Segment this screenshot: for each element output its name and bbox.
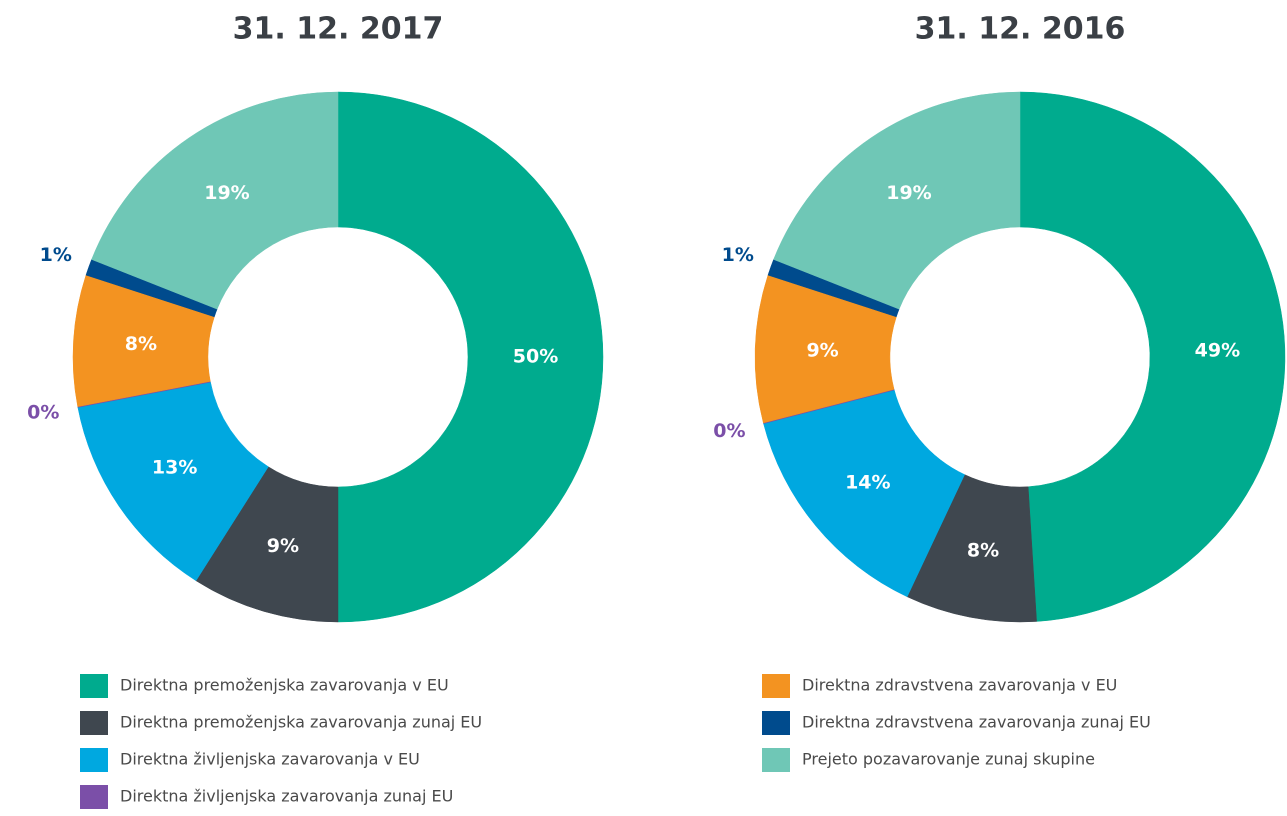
chart-title: 31. 12. 2016 [915,12,1126,47]
value-label: 19% [886,182,931,204]
donut-segment [91,91,339,310]
legend-label: Direktna zdravstvena zavarovanja zunaj E… [802,713,1151,732]
legend-swatch [762,674,790,698]
value-label: 8% [125,333,157,355]
legend-label: Direktna življenjska zavarovanja v EU [120,750,420,769]
value-label: 9% [267,535,299,557]
donut-segment [763,389,965,598]
value-label: 8% [967,540,999,562]
donut-segment [1019,91,1286,622]
value-label: 0% [27,402,59,424]
legend-swatch [80,674,108,698]
value-label: 19% [204,182,249,204]
legend-swatch [80,748,108,772]
chart-title: 31. 12. 2017 [233,12,444,47]
legend-swatch [80,711,108,735]
value-label: 1% [40,244,72,266]
legend-swatch [762,711,790,735]
value-label: 13% [152,457,197,479]
donut-segment [337,91,604,623]
value-label: 1% [722,244,754,266]
value-label: 9% [806,339,838,361]
legend-label: Direktna premoženjska zavarovanja zunaj … [120,713,482,732]
legend-swatch [80,785,108,809]
legend-label: Direktna premoženjska zavarovanja v EU [120,676,449,695]
donut-segment [773,91,1021,310]
value-label: 50% [513,346,558,368]
legend-swatch [762,748,790,772]
value-label: 0% [713,420,745,442]
legend-label: Prejeto pozavarovanje zunaj skupine [802,750,1095,769]
value-label: 14% [845,471,890,493]
legend-label: Direktna življenjska zavarovanja zunaj E… [120,787,453,806]
legend-label: Direktna zdravstvena zavarovanja v EU [802,676,1117,695]
value-label: 49% [1195,339,1240,361]
